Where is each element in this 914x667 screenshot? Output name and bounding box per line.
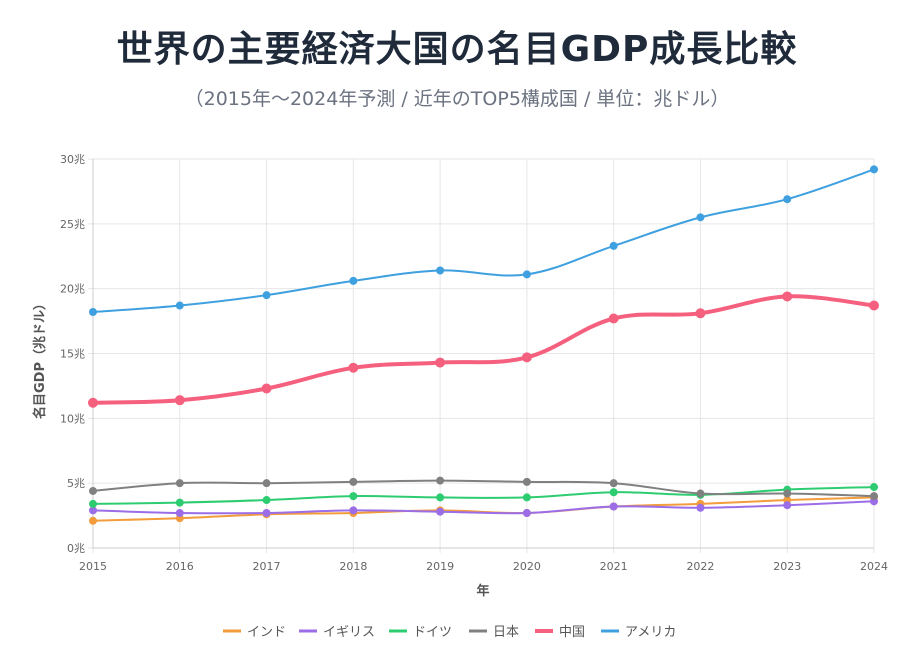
x-tick-label: 2024 (860, 560, 888, 573)
data-point[interactable] (869, 300, 879, 311)
y-axis-title: 名目GDP（兆ドル） (32, 297, 48, 419)
y-tick-label: 15兆 (60, 348, 85, 361)
x-axis-title: 年 (476, 583, 489, 599)
data-point[interactable] (696, 489, 705, 498)
x-tick-label: 2020 (513, 560, 541, 573)
data-point[interactable] (695, 308, 706, 319)
legend-item[interactable]: イギリス (299, 625, 375, 640)
data-point[interactable] (89, 506, 97, 515)
data-point[interactable] (349, 276, 358, 285)
data-point[interactable] (348, 362, 359, 373)
data-point[interactable] (349, 506, 358, 515)
data-point[interactable] (174, 395, 185, 406)
data-point[interactable] (522, 508, 531, 517)
x-tick-label: 2016 (166, 560, 194, 573)
data-point[interactable] (262, 508, 271, 517)
data-point[interactable] (522, 270, 531, 279)
x-tick-label: 2018 (339, 560, 367, 573)
legend-item[interactable]: 日本 (469, 625, 519, 640)
x-tick-label: 2015 (79, 560, 107, 573)
data-point[interactable] (88, 397, 98, 408)
data-point[interactable] (870, 165, 878, 174)
chart-title: 世界の主要経済大国の名目GDP成長比較 (116, 29, 798, 70)
legend-label: ドイツ (413, 625, 452, 640)
series-line (92, 486, 875, 505)
data-point[interactable] (609, 241, 618, 250)
data-point[interactable] (435, 357, 446, 368)
x-tick-label: 2019 (426, 560, 454, 573)
legend: インド イギリス ドイツ 日本 中国 アメリカ (223, 625, 676, 640)
data-point[interactable] (696, 213, 705, 222)
data-point[interactable] (262, 496, 271, 505)
y-tick-label: 0兆 (67, 542, 85, 555)
legend-item[interactable]: インド (223, 625, 286, 640)
data-point[interactable] (696, 503, 705, 512)
data-point[interactable] (175, 508, 184, 517)
data-point[interactable] (609, 488, 618, 497)
data-point[interactable] (89, 308, 97, 317)
x-tick-label: 2023 (773, 560, 801, 573)
axes: 0兆 5兆 10兆 15兆 20兆 25兆 30兆 2015 2016 2017 2018 2019 2… (60, 153, 888, 573)
data-point[interactable] (89, 499, 97, 508)
legend-item[interactable]: ドイツ (389, 625, 452, 640)
legend-label: 日本 (493, 625, 519, 640)
data-point[interactable] (870, 492, 878, 501)
series-lines (92, 168, 875, 522)
y-tick-label: 10兆 (60, 412, 85, 425)
x-tick-label: 2021 (600, 560, 628, 573)
data-point[interactable] (522, 477, 531, 486)
data-point[interactable] (262, 291, 271, 300)
data-point[interactable] (261, 383, 272, 394)
series-line (92, 294, 875, 405)
data-point[interactable] (349, 492, 358, 501)
data-point[interactable] (262, 479, 271, 488)
y-tick-label: 30兆 (60, 153, 85, 166)
data-point[interactable] (783, 501, 792, 510)
data-point[interactable] (609, 479, 618, 488)
y-tick-label: 5兆 (67, 477, 85, 490)
data-point[interactable] (782, 291, 793, 302)
series-line (92, 168, 875, 314)
data-point[interactable] (436, 266, 445, 275)
x-tick-label: 2017 (253, 560, 281, 573)
data-point[interactable] (175, 498, 184, 507)
y-tick-label: 20兆 (60, 283, 85, 296)
data-point[interactable] (436, 493, 445, 502)
data-point[interactable] (521, 352, 532, 363)
data-point[interactable] (349, 477, 358, 486)
data-point[interactable] (436, 476, 445, 485)
chart-subtitle: （2015年〜2024年予測 / 近年のTOP5構成国 / 単位：兆ドル） (184, 88, 730, 110)
legend-label: イギリス (323, 625, 375, 640)
y-tick-label: 25兆 (60, 218, 85, 231)
data-point[interactable] (608, 313, 619, 324)
legend-label: インド (247, 625, 286, 640)
x-tick-label: 2022 (686, 560, 714, 573)
data-point[interactable] (89, 486, 97, 495)
data-point[interactable] (783, 195, 792, 204)
data-point[interactable] (870, 483, 878, 492)
data-point[interactable] (783, 489, 792, 498)
legend-item[interactable]: 中国 (535, 625, 585, 640)
data-point[interactable] (436, 507, 445, 516)
data-points (88, 165, 879, 525)
data-point[interactable] (522, 493, 531, 502)
legend-label: 中国 (559, 625, 585, 640)
data-point[interactable] (175, 479, 184, 488)
series-line (92, 500, 875, 515)
series-line (92, 479, 875, 498)
data-point[interactable] (89, 516, 97, 525)
data-point[interactable] (609, 502, 618, 511)
legend-label: アメリカ (625, 625, 676, 640)
data-point[interactable] (175, 301, 184, 310)
legend-item[interactable]: アメリカ (601, 625, 676, 640)
